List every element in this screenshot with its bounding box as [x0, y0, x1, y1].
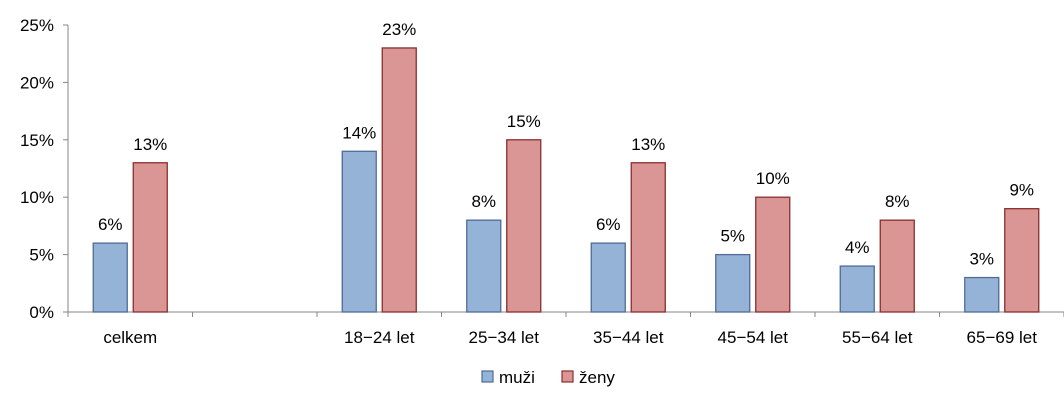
legend-label: ženy [579, 368, 615, 387]
y-tick-label: 20% [20, 73, 54, 92]
y-tick-label: 15% [20, 131, 54, 150]
data-label: 8% [885, 192, 910, 211]
data-label: 6% [98, 215, 123, 234]
bar-zeny [506, 139, 542, 313]
data-label: 3% [969, 250, 994, 269]
bar-zeny [1004, 208, 1040, 313]
data-labels: 6% 14% 8% 6% 5% 4% 3% 13% 23% 15% 13% 10% 8% 9% [98, 20, 1034, 269]
data-label: 13% [631, 135, 665, 154]
legend-item: muži [481, 368, 535, 387]
x-tick-label: 65−69 let [967, 328, 1038, 347]
bar-zeny [879, 219, 915, 313]
data-label: 8% [471, 192, 496, 211]
chart-axes: 0% 5% 10% 15% 20% 25% celkem 18−24 let 25−34 let… [20, 16, 1064, 347]
bar-muzi [92, 242, 128, 313]
bar-muzi [341, 150, 377, 313]
bar-muzi [466, 219, 502, 313]
y-tick-label: 10% [20, 188, 54, 207]
bar-muzi [839, 265, 875, 313]
x-tick-label: 25−34 let [469, 328, 540, 347]
bar-muzi [590, 242, 626, 313]
y-tick-label: 5% [29, 246, 54, 265]
bar-muzi [964, 276, 1000, 313]
data-label: 14% [342, 123, 376, 142]
bar-zeny [132, 162, 168, 313]
data-label: 13% [133, 135, 167, 154]
x-tick-label: 18−24 let [344, 328, 415, 347]
legend: muži ženy [481, 368, 615, 387]
data-label: 15% [507, 112, 541, 131]
data-label: 6% [596, 215, 621, 234]
bar-muzi [715, 253, 751, 313]
legend-label: muži [499, 368, 535, 387]
x-tick-label: 45−54 let [718, 328, 789, 347]
data-label: 4% [845, 238, 870, 257]
y-tick-label: 0% [29, 303, 54, 322]
data-label: 10% [756, 169, 790, 188]
chart-bars [92, 47, 1040, 313]
y-tick-label: 25% [20, 16, 54, 35]
legend-swatch [561, 370, 574, 383]
x-tick-label: celkem [103, 328, 157, 347]
data-label: 23% [382, 20, 416, 39]
data-label: 9% [1009, 181, 1034, 200]
x-tick-label: 55−64 let [842, 328, 913, 347]
legend-swatch [481, 370, 494, 383]
bar-zeny [630, 162, 666, 313]
x-tick-label: 35−44 let [593, 328, 664, 347]
data-label: 5% [720, 227, 745, 246]
bar-zeny [381, 47, 417, 313]
legend-item: ženy [561, 368, 615, 387]
bar-zeny [755, 196, 791, 313]
